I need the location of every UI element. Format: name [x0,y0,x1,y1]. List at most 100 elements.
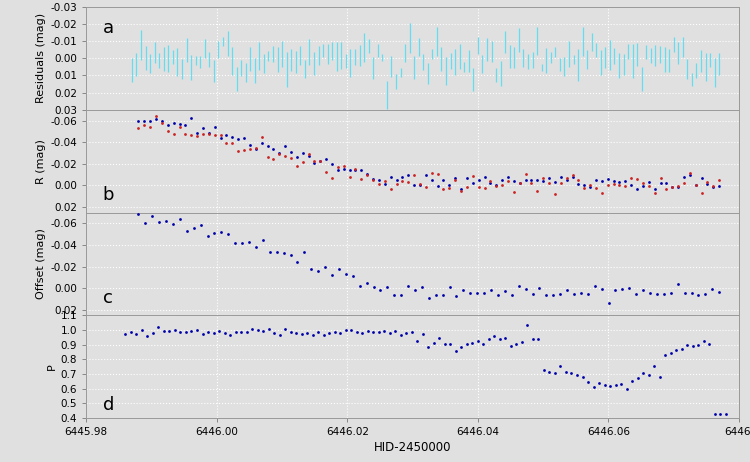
Point [508,188,520,195]
Point [706,286,718,293]
Point [185,327,197,334]
Point [720,410,732,417]
Point [290,329,302,337]
Point [202,232,214,239]
Point [582,290,594,297]
Point [168,120,180,127]
Point [402,171,414,179]
Point [213,328,225,335]
Point [458,287,470,294]
Point [655,179,667,187]
Point [150,115,162,122]
Point [427,339,439,346]
Point [578,181,590,188]
Point [554,362,566,370]
Point [409,286,421,294]
Point [244,146,256,153]
Point [526,176,538,184]
Point [397,177,409,185]
Point [319,263,331,271]
Point [284,328,296,336]
Point [666,183,678,191]
Point [180,328,192,335]
Point [250,145,262,152]
Point [584,181,596,188]
Point [308,159,320,167]
Point [485,286,497,294]
Point [361,279,373,286]
Point [531,188,543,195]
Point [566,173,578,180]
Point [437,176,449,183]
Point [472,338,484,345]
Point [214,134,226,141]
Point [344,166,355,174]
Point [692,291,704,298]
Point [362,170,374,178]
Point [623,285,635,292]
Point [320,168,332,176]
Point [232,147,244,155]
Point [222,230,234,237]
Point [278,249,290,256]
Point [408,181,420,188]
Point [602,176,613,183]
Point [514,179,526,186]
Point [707,183,719,191]
Point [147,329,159,337]
Point [602,299,614,307]
Point [373,181,385,188]
Point [298,249,310,256]
Point [532,335,544,343]
Point [709,410,721,417]
Point [152,323,164,331]
Point [362,171,374,178]
Point [232,135,244,143]
Point [344,173,355,181]
Point [575,289,587,297]
Point [402,178,414,186]
Point [334,329,346,337]
Point [373,328,385,336]
Point [119,330,131,337]
Point [323,330,335,337]
Point [672,183,684,190]
Point [273,150,285,158]
Point [402,282,414,289]
Point [374,286,386,293]
Point [478,290,490,297]
Point [614,182,626,189]
Point [511,340,523,347]
Point [291,153,303,161]
Point [279,326,291,333]
Point [202,129,214,137]
Point [381,283,393,291]
Point [505,342,517,349]
Point [478,184,490,191]
Point [490,182,502,189]
Point [516,338,528,346]
Point [484,178,496,185]
Point [582,378,594,386]
Point [378,327,390,334]
Point [443,181,455,188]
Point [195,222,207,229]
Point [651,290,663,297]
Point [284,251,296,259]
Point [314,158,326,165]
Point [659,352,671,359]
Point [191,130,203,137]
Point [209,229,220,237]
Point [648,362,660,370]
Point [356,176,368,183]
Point [664,289,676,297]
Point [455,186,467,193]
Point [185,132,197,139]
Point [560,368,572,376]
Point [395,291,407,298]
Point [384,329,396,336]
Point [318,332,330,339]
Point [332,164,344,171]
Point [637,370,649,377]
Point [615,380,627,388]
